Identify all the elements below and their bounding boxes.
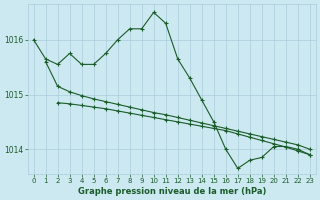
X-axis label: Graphe pression niveau de la mer (hPa): Graphe pression niveau de la mer (hPa): [77, 187, 266, 196]
